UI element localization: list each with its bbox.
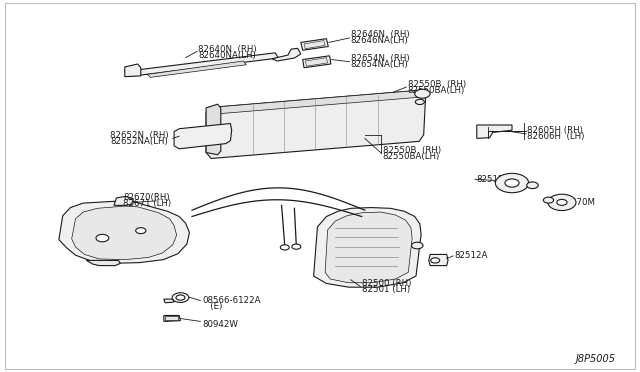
Circle shape (292, 244, 301, 249)
Circle shape (557, 199, 567, 205)
Text: 82512A: 82512A (454, 251, 488, 260)
Text: 82646N  (RH): 82646N (RH) (351, 30, 410, 39)
Circle shape (505, 179, 519, 187)
Text: 82550B  (RH): 82550B (RH) (408, 80, 466, 89)
Polygon shape (314, 208, 421, 287)
Circle shape (280, 245, 289, 250)
Text: 82640NA(LH): 82640NA(LH) (198, 51, 256, 60)
Ellipse shape (190, 131, 214, 141)
Bar (165, 316, 178, 320)
Text: 82550BA(LH): 82550BA(LH) (383, 152, 440, 161)
Polygon shape (214, 90, 426, 114)
Text: 82654NA(LH): 82654NA(LH) (351, 60, 408, 69)
Polygon shape (164, 315, 180, 321)
Circle shape (431, 258, 440, 263)
Circle shape (495, 173, 529, 193)
Polygon shape (206, 90, 426, 158)
Polygon shape (86, 260, 120, 266)
Polygon shape (164, 299, 174, 303)
Text: 82550BA(LH): 82550BA(LH) (408, 86, 465, 94)
Circle shape (96, 234, 109, 242)
Text: 82646NA(LH): 82646NA(LH) (351, 36, 408, 45)
Text: 82501 (LH): 82501 (LH) (362, 285, 410, 294)
Circle shape (548, 194, 576, 211)
Circle shape (543, 197, 554, 203)
Circle shape (415, 99, 424, 105)
Circle shape (412, 242, 423, 249)
Polygon shape (174, 124, 232, 149)
Polygon shape (125, 64, 141, 77)
Circle shape (527, 182, 538, 189)
Polygon shape (114, 196, 133, 205)
Circle shape (172, 293, 189, 302)
Text: 82654N  (RH): 82654N (RH) (351, 54, 410, 63)
Text: (E): (E) (202, 302, 223, 311)
Text: 82550B  (RH): 82550B (RH) (383, 146, 441, 155)
Text: 08566-6122A: 08566-6122A (202, 296, 260, 305)
Text: 82570M: 82570M (560, 198, 595, 207)
Polygon shape (303, 56, 331, 68)
Text: 82606H  (LH): 82606H (LH) (527, 132, 585, 141)
Circle shape (136, 228, 146, 234)
Polygon shape (147, 61, 246, 77)
Polygon shape (125, 53, 278, 77)
Polygon shape (429, 254, 448, 266)
Text: 82500 (RH): 82500 (RH) (362, 279, 412, 288)
Text: J8P5005: J8P5005 (576, 354, 616, 364)
Polygon shape (325, 212, 412, 283)
Text: 80942W: 80942W (202, 320, 238, 329)
Text: 82512AA: 82512AA (477, 175, 516, 184)
Text: 82605H (RH): 82605H (RH) (527, 126, 583, 135)
Polygon shape (272, 48, 301, 61)
Polygon shape (477, 125, 512, 138)
Polygon shape (305, 58, 328, 66)
Text: 82671 (LH): 82671 (LH) (123, 199, 171, 208)
Polygon shape (59, 201, 189, 263)
Text: 82670(RH): 82670(RH) (123, 193, 170, 202)
Polygon shape (206, 104, 221, 155)
Polygon shape (72, 206, 177, 260)
Text: 82652NA(LH): 82652NA(LH) (110, 137, 168, 146)
Polygon shape (304, 41, 325, 49)
Text: 82640N  (RH): 82640N (RH) (198, 45, 257, 54)
Circle shape (176, 295, 185, 300)
Polygon shape (301, 39, 328, 50)
Text: 82652N  (RH): 82652N (RH) (110, 131, 169, 140)
Circle shape (415, 89, 430, 98)
